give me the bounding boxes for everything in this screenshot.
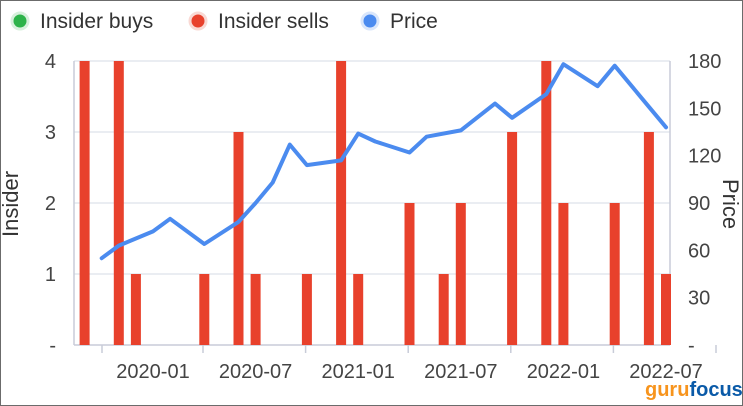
gurufocus-watermark: gurufocus xyxy=(645,379,743,401)
y-left-tick-label: 1 xyxy=(45,264,56,286)
price-line[interactable] xyxy=(99,62,668,261)
insider-sell-bar[interactable] xyxy=(233,132,244,345)
legend-label-buys: Insider buys xyxy=(40,10,153,33)
insider-sell-bar[interactable] xyxy=(609,203,620,345)
y-right-tick-label: 30 xyxy=(688,288,710,310)
x-tick-label: 2020-07 xyxy=(219,361,292,383)
price-series xyxy=(99,62,668,261)
y-left-tick-label: - xyxy=(49,335,56,357)
legend-label-price: Price xyxy=(390,10,438,33)
insider-sell-bar[interactable] xyxy=(250,274,261,345)
insider-sell-bar[interactable] xyxy=(199,274,210,345)
gridlines xyxy=(73,60,671,346)
insider-sell-bar[interactable] xyxy=(130,274,141,345)
watermark-focus: focus xyxy=(689,379,742,401)
legend-item-sells[interactable]: Insider sells xyxy=(188,10,329,33)
insider-sells-bars xyxy=(79,61,671,345)
y-left-axis-title: Insider xyxy=(0,171,23,237)
y-left-tick-label: 4 xyxy=(45,51,56,73)
x-tick-label: 2020-01 xyxy=(116,361,189,383)
insider-sell-bar[interactable] xyxy=(353,274,364,345)
legend-marker-sells xyxy=(188,11,208,31)
y-right-tick-label: 120 xyxy=(688,146,721,168)
insider-sell-bar[interactable] xyxy=(507,132,518,345)
insider-sell-bar[interactable] xyxy=(558,203,569,345)
legend-marker-price xyxy=(360,11,380,31)
watermark-text: gurufocus xyxy=(645,379,743,401)
y-left-axis: - 1 2 3 4 xyxy=(45,51,56,357)
y-left-tick-label: 2 xyxy=(45,193,56,215)
legend: Insider buys Insider sells Price xyxy=(10,10,438,33)
insider-sell-bar[interactable] xyxy=(438,274,449,345)
insider-sell-bar[interactable] xyxy=(79,61,90,345)
x-tick-label: 2022-07 xyxy=(629,361,702,383)
y-right-tick-label: 180 xyxy=(688,51,721,73)
insider-sell-bar[interactable] xyxy=(661,274,671,345)
y-right-tick-label: - xyxy=(688,335,695,357)
x-tick-label: 2022-01 xyxy=(527,361,600,383)
y-right-tick-label: 150 xyxy=(688,98,721,120)
legend-item-buys[interactable]: Insider buys xyxy=(10,10,153,33)
insider-sell-bar[interactable] xyxy=(404,203,415,345)
x-tick-label: 2021-01 xyxy=(321,361,394,383)
y-left-tick-label: 3 xyxy=(45,122,56,144)
insider-sell-bar[interactable] xyxy=(541,61,552,345)
y-right-axis: - 30 60 90 120 150 180 xyxy=(688,51,721,357)
insider-sell-bar[interactable] xyxy=(113,61,124,345)
legend-item-price[interactable]: Price xyxy=(360,10,438,33)
y-right-tick-label: 60 xyxy=(688,240,710,262)
insider-sell-bar[interactable] xyxy=(301,274,312,345)
y-right-tick-label: 90 xyxy=(688,193,710,215)
x-tick-label: 2021-07 xyxy=(424,361,497,383)
watermark-guru: guru xyxy=(645,379,689,401)
insider-sell-bar[interactable] xyxy=(643,132,654,345)
y-right-axis-title: Price xyxy=(718,179,743,229)
insider-sell-bar[interactable] xyxy=(455,203,466,345)
legend-label-sells: Insider sells xyxy=(218,10,329,33)
legend-marker-buys xyxy=(10,11,30,31)
insider-sell-bar[interactable] xyxy=(336,61,347,345)
x-axis: 2020-01 2020-07 2021-01 2021-07 2022-01 2022-… xyxy=(101,345,717,383)
